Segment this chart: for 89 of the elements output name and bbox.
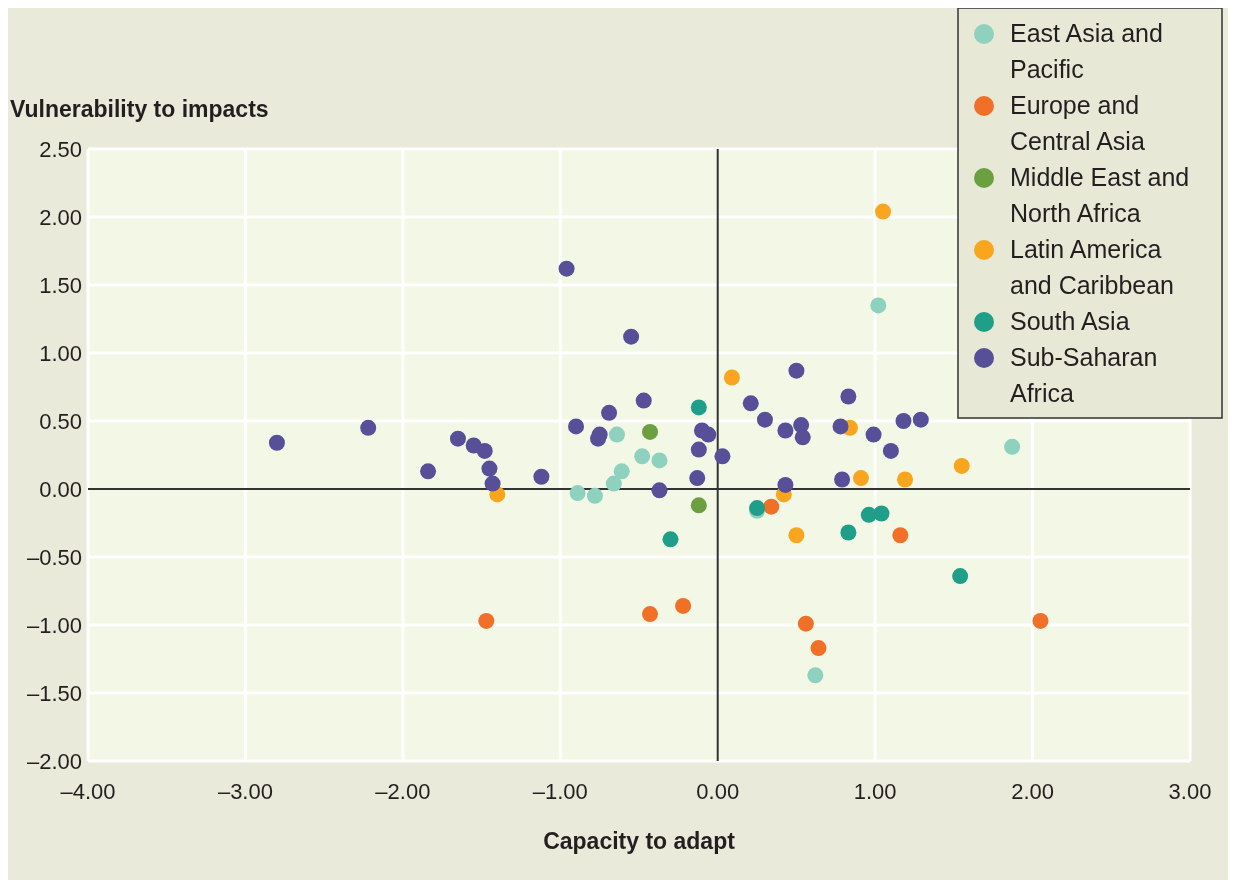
point bbox=[605, 475, 622, 492]
y-axis-title: Vulnerability to impacts bbox=[10, 96, 269, 122]
point bbox=[763, 498, 780, 515]
point bbox=[742, 395, 759, 412]
point bbox=[690, 441, 707, 458]
legend-label: East Asia and Pacific bbox=[1010, 19, 1163, 83]
point bbox=[807, 667, 824, 684]
point bbox=[895, 413, 912, 429]
point bbox=[360, 419, 377, 436]
point bbox=[953, 457, 970, 474]
x-tick-label: –3.00 bbox=[217, 779, 273, 804]
point bbox=[481, 460, 498, 477]
point bbox=[642, 423, 659, 440]
point bbox=[892, 527, 909, 544]
point bbox=[873, 505, 890, 522]
point bbox=[952, 568, 969, 585]
point bbox=[662, 531, 679, 548]
point bbox=[840, 388, 857, 405]
y-tick-label: 1.50 bbox=[39, 273, 82, 298]
point bbox=[601, 404, 618, 421]
point bbox=[852, 470, 869, 487]
point bbox=[651, 482, 668, 499]
point bbox=[642, 606, 659, 623]
x-tick-label: –4.00 bbox=[60, 779, 116, 804]
y-tick-label: –0.50 bbox=[26, 545, 82, 570]
point bbox=[865, 426, 882, 443]
y-tick-label: 0.50 bbox=[39, 409, 82, 434]
point bbox=[675, 597, 692, 614]
point bbox=[788, 362, 805, 379]
point bbox=[832, 418, 849, 435]
point bbox=[558, 260, 575, 277]
point bbox=[1032, 612, 1049, 629]
point bbox=[797, 615, 814, 632]
x-axis-title: Capacity to adapt bbox=[543, 828, 736, 854]
point bbox=[586, 487, 603, 504]
point bbox=[608, 426, 625, 443]
legend-label: Middle East and North Africa bbox=[1010, 163, 1190, 227]
point bbox=[897, 471, 914, 488]
legend-label: Latin America and Caribbean bbox=[1010, 235, 1175, 299]
point bbox=[568, 418, 585, 435]
x-tick-label: 2.00 bbox=[1011, 779, 1054, 804]
point bbox=[689, 470, 706, 487]
point bbox=[635, 392, 652, 409]
legend-label: South Asia bbox=[1010, 307, 1130, 335]
point bbox=[875, 203, 892, 220]
x-tick-label: –1.00 bbox=[532, 779, 588, 804]
point bbox=[788, 527, 805, 544]
point bbox=[613, 463, 630, 480]
point bbox=[912, 411, 929, 428]
legend-label: Sub-Saharan Africa bbox=[1010, 343, 1158, 407]
legend-label: Europe and Central Asia bbox=[1010, 91, 1145, 155]
point bbox=[533, 468, 550, 485]
point bbox=[777, 476, 794, 493]
y-tick-label: 0.00 bbox=[39, 477, 82, 502]
point bbox=[882, 442, 899, 459]
point bbox=[714, 448, 731, 465]
point bbox=[756, 411, 773, 428]
point bbox=[484, 475, 501, 492]
point bbox=[690, 399, 707, 416]
point bbox=[591, 426, 608, 443]
point bbox=[623, 328, 640, 345]
point bbox=[794, 429, 811, 446]
point bbox=[690, 497, 707, 514]
y-tick-label: –2.00 bbox=[26, 749, 82, 774]
x-tick-label: 1.00 bbox=[853, 779, 897, 804]
point bbox=[870, 297, 887, 314]
point bbox=[569, 485, 586, 502]
y-tick-label: 2.00 bbox=[39, 205, 82, 230]
point bbox=[476, 442, 493, 459]
point bbox=[840, 524, 857, 541]
y-tick-label: 2.50 bbox=[39, 137, 82, 162]
point bbox=[1004, 438, 1021, 455]
y-tick-label: –1.00 bbox=[26, 613, 82, 638]
point bbox=[420, 463, 437, 480]
point bbox=[478, 612, 495, 629]
point bbox=[449, 430, 466, 447]
x-tick-label: –2.00 bbox=[375, 779, 431, 804]
y-tick-label: –1.50 bbox=[26, 681, 82, 706]
point bbox=[723, 369, 740, 386]
point bbox=[651, 452, 668, 469]
point bbox=[268, 434, 285, 451]
point bbox=[834, 471, 851, 488]
point bbox=[810, 640, 827, 657]
point bbox=[700, 426, 717, 443]
x-tick-label: 3.00 bbox=[1168, 779, 1212, 804]
point bbox=[777, 422, 794, 439]
point bbox=[634, 448, 651, 465]
x-tick-label: 0.00 bbox=[696, 779, 740, 804]
y-tick-label: 1.00 bbox=[39, 341, 82, 366]
